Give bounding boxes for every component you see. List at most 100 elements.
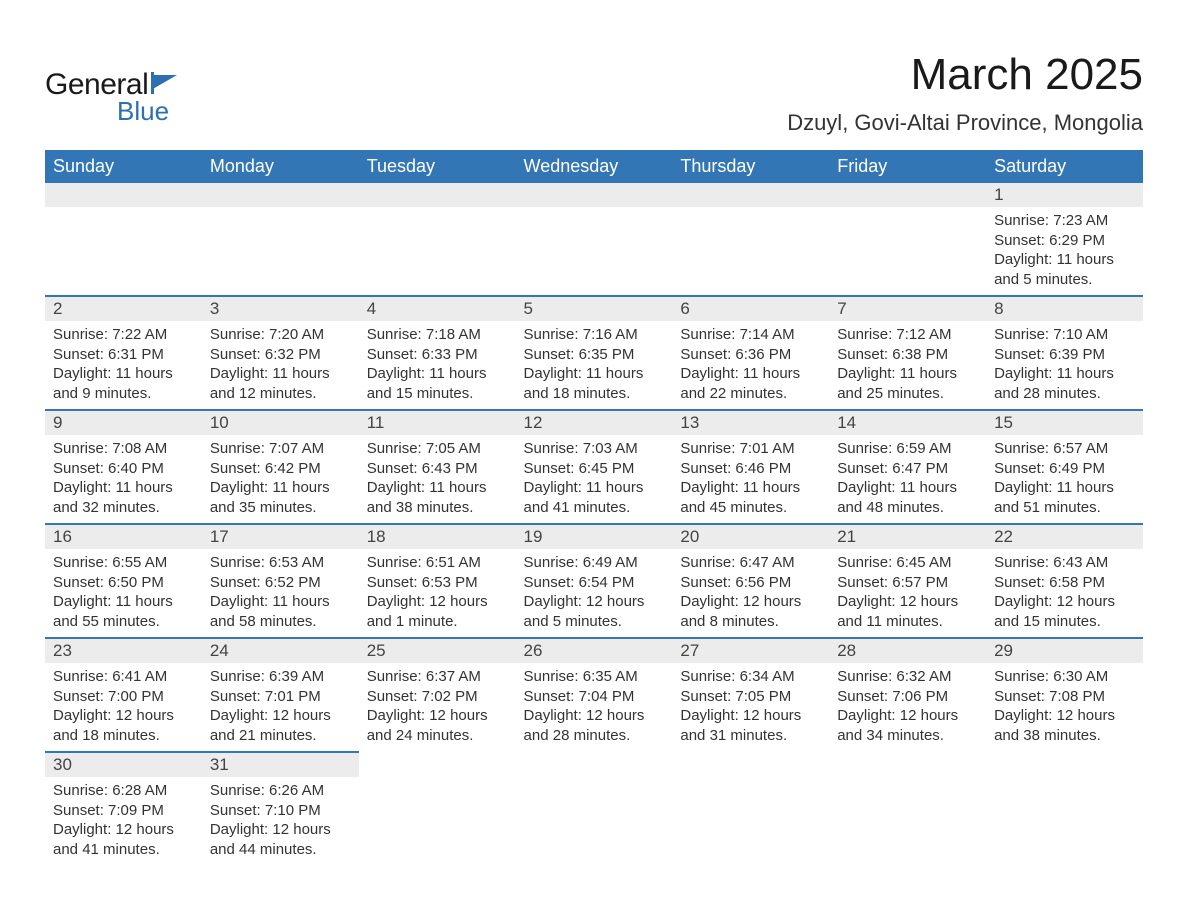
calendar-cell: 9 Sunrise: 7:08 AMSunset: 6:40 PMDaylight… (45, 410, 202, 524)
day-number: 5 (516, 297, 673, 321)
sunrise-text: Sunrise: 6:41 AM (53, 667, 194, 687)
daylight-text: Daylight: 11 hours and 18 minutes. (524, 364, 665, 403)
day-number: 12 (516, 411, 673, 435)
sunrise-text: Sunrise: 7:22 AM (53, 325, 194, 345)
day-details: Sunrise: 6:30 AMSunset: 7:08 PMDaylight:… (986, 663, 1143, 751)
sunrise-text: Sunrise: 6:32 AM (837, 667, 978, 687)
calendar-cell: 4Sunrise: 7:18 AMSunset: 6:33 PMDaylight… (359, 296, 516, 410)
calendar-cell (359, 752, 516, 865)
day-number: 17 (202, 525, 359, 549)
day-details: Sunrise: 6:37 AMSunset: 7:02 PMDaylight:… (359, 663, 516, 751)
sunrise-text: Sunrise: 7:14 AM (680, 325, 821, 345)
weekday-header: Sunday (45, 150, 202, 183)
day-details: Sunrise: 7:20 AMSunset: 6:32 PMDaylight:… (202, 321, 359, 409)
day-details: Sunrise: 6:57 AMSunset: 6:49 PMDaylight:… (986, 435, 1143, 523)
calendar-cell: 1Sunrise: 7:23 AMSunset: 6:29 PMDaylight… (986, 183, 1143, 296)
day-number (672, 183, 829, 207)
calendar-cell (829, 752, 986, 865)
day-details: Sunrise: 7:14 AMSunset: 6:36 PMDaylight:… (672, 321, 829, 409)
sunrise-text: Sunrise: 6:49 AM (524, 553, 665, 573)
day-details: Sunrise: 7:12 AMSunset: 6:38 PMDaylight:… (829, 321, 986, 409)
sunset-text: Sunset: 6:53 PM (367, 573, 508, 593)
daylight-text: Daylight: 12 hours and 31 minutes. (680, 706, 821, 745)
day-details: Sunrise: 6:47 AMSunset: 6:56 PMDaylight:… (672, 549, 829, 637)
sunset-text: Sunset: 7:04 PM (524, 687, 665, 707)
calendar-cell: 27Sunrise: 6:34 AMSunset: 7:05 PMDayligh… (672, 638, 829, 752)
sunset-text: Sunset: 6:40 PM (53, 459, 194, 479)
flag-icon (151, 72, 177, 99)
day-number: 7 (829, 297, 986, 321)
day-details: Sunrise: 6:53 AMSunset: 6:52 PMDaylight:… (202, 549, 359, 637)
calendar-week-row: 9Sunrise: 7:08 AMSunset: 6:40 PMDaylight… (45, 410, 1143, 524)
sunrise-text: Sunrise: 7:16 AM (524, 325, 665, 345)
day-number (516, 183, 673, 207)
weekday-row: Sunday Monday Tuesday Wednesday Thursday… (45, 150, 1143, 183)
daylight-text: Daylight: 11 hours and 51 minutes. (994, 478, 1135, 517)
day-number: 16 (45, 525, 202, 549)
calendar-table: Sunday Monday Tuesday Wednesday Thursday… (45, 150, 1143, 865)
day-details: Sunrise: 6:32 AMSunset: 7:06 PMDaylight:… (829, 663, 986, 751)
sunset-text: Sunset: 7:01 PM (210, 687, 351, 707)
daylight-text: Daylight: 11 hours and 58 minutes. (210, 592, 351, 631)
calendar-cell: 13Sunrise: 7:01 AMSunset: 6:46 PMDayligh… (672, 410, 829, 524)
daylight-text: Daylight: 12 hours and 8 minutes. (680, 592, 821, 631)
daylight-text: Daylight: 12 hours and 34 minutes. (837, 706, 978, 745)
daylight-text: Daylight: 12 hours and 15 minutes. (994, 592, 1135, 631)
sunset-text: Sunset: 6:52 PM (210, 573, 351, 593)
calendar-cell: 29Sunrise: 6:30 AMSunset: 7:08 PMDayligh… (986, 638, 1143, 752)
sunrise-text: Sunrise: 7:12 AM (837, 325, 978, 345)
calendar-cell: 14Sunrise: 6:59 AMSunset: 6:47 PMDayligh… (829, 410, 986, 524)
sunset-text: Sunset: 7:00 PM (53, 687, 194, 707)
day-number: 19 (516, 525, 673, 549)
calendar-cell (672, 752, 829, 865)
sunrise-text: Sunrise: 7:03 AM (524, 439, 665, 459)
sunset-text: Sunset: 6:35 PM (524, 345, 665, 365)
day-number: 3 (202, 297, 359, 321)
sunset-text: Sunset: 6:54 PM (524, 573, 665, 593)
sunrise-text: Sunrise: 6:26 AM (210, 781, 351, 801)
day-number: 30 (45, 753, 202, 777)
day-number: 1 (986, 183, 1143, 207)
sunset-text: Sunset: 6:49 PM (994, 459, 1135, 479)
calendar-cell: 28Sunrise: 6:32 AMSunset: 7:06 PMDayligh… (829, 638, 986, 752)
day-number: 14 (829, 411, 986, 435)
day-number (359, 183, 516, 207)
day-number: 2 (45, 297, 202, 321)
sunrise-text: Sunrise: 7:08 AM (53, 439, 194, 459)
day-details: Sunrise: 6:59 AMSunset: 6:47 PMDaylight:… (829, 435, 986, 523)
location-text: Dzuyl, Govi-Altai Province, Mongolia (787, 110, 1143, 136)
weekday-header: Friday (829, 150, 986, 183)
calendar-cell: 8Sunrise: 7:10 AMSunset: 6:39 PMDaylight… (986, 296, 1143, 410)
sunset-text: Sunset: 6:45 PM (524, 459, 665, 479)
day-details: Sunrise: 7:18 AMSunset: 6:33 PMDaylight:… (359, 321, 516, 409)
sunset-text: Sunset: 7:10 PM (210, 801, 351, 821)
logo-text-blue: Blue (117, 96, 169, 127)
calendar-week-row: 2Sunrise: 7:22 AMSunset: 6:31 PMDaylight… (45, 296, 1143, 410)
day-number (829, 183, 986, 207)
sunrise-text: Sunrise: 6:53 AM (210, 553, 351, 573)
sunset-text: Sunset: 6:43 PM (367, 459, 508, 479)
day-details: Sunrise: 6:28 AMSunset: 7:09 PMDaylight:… (45, 777, 202, 865)
daylight-text: Daylight: 11 hours and 32 minutes. (53, 478, 194, 517)
day-number: 11 (359, 411, 516, 435)
calendar-cell: 5 Sunrise: 7:16 AMSunset: 6:35 PMDaylight… (516, 296, 673, 410)
daylight-text: Daylight: 11 hours and 28 minutes. (994, 364, 1135, 403)
day-details: Sunrise: 6:39 AMSunset: 7:01 PMDaylight:… (202, 663, 359, 751)
day-details: Sunrise: 6:49 AMSunset: 6:54 PMDaylight:… (516, 549, 673, 637)
day-details: Sunrise: 6:34 AMSunset: 7:05 PMDaylight:… (672, 663, 829, 751)
calendar-cell: 15Sunrise: 6:57 AMSunset: 6:49 PMDayligh… (986, 410, 1143, 524)
daylight-text: Daylight: 11 hours and 45 minutes. (680, 478, 821, 517)
calendar-cell (516, 183, 673, 296)
day-number: 23 (45, 639, 202, 663)
day-number: 31 (202, 753, 359, 777)
calendar-cell (516, 752, 673, 865)
sunset-text: Sunset: 6:36 PM (680, 345, 821, 365)
calendar-cell: 18Sunrise: 6:51 AMSunset: 6:53 PMDayligh… (359, 524, 516, 638)
daylight-text: Daylight: 12 hours and 28 minutes. (524, 706, 665, 745)
day-number: 9 (45, 411, 202, 435)
day-details: Sunrise: 7:01 AMSunset: 6:46 PMDaylight:… (672, 435, 829, 523)
sunrise-text: Sunrise: 7:07 AM (210, 439, 351, 459)
day-number: 15 (986, 411, 1143, 435)
calendar-week-row: 30Sunrise: 6:28 AMSunset: 7:09 PMDayligh… (45, 752, 1143, 865)
calendar-cell: 12Sunrise: 7:03 AMSunset: 6:45 PMDayligh… (516, 410, 673, 524)
